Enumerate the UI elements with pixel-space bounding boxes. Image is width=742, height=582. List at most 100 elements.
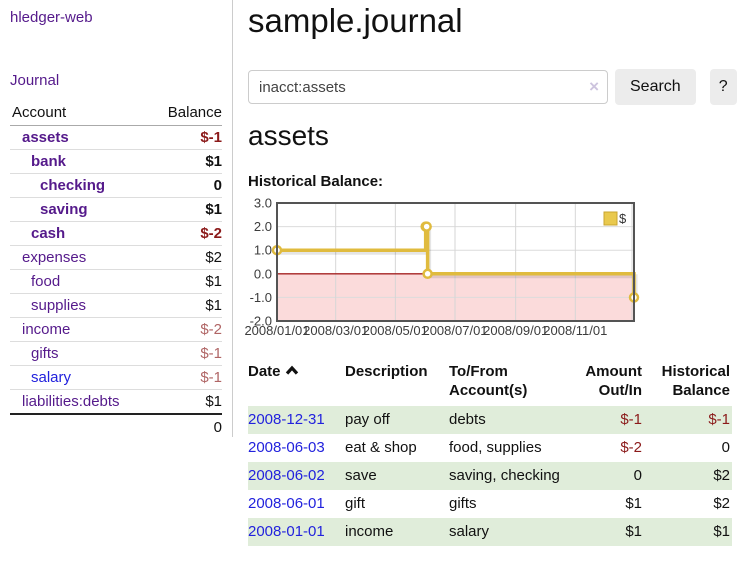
plot-border [276,202,635,322]
x-tick-label: 2008/01/01 [244,323,309,338]
accounts-table-header: Account Balance [10,101,222,126]
amount-cell: $1 [625,495,642,512]
x-tick-label: 2008/09/01 [483,323,548,338]
sort-ascending-icon [285,362,299,381]
accounts-cell: debts [449,411,486,428]
amount-column-header: Amount Out/In [585,363,642,399]
chart-svg: $3.0 2.0 1.0 0.0 -1.0 -2.02008/01/012008/03/0… [244,196,640,338]
date-link[interactable]: 2008-06-01 [248,495,325,512]
search-input[interactable] [248,70,608,104]
date-link[interactable]: 2008-12-31 [248,411,325,428]
description-cell: eat & shop [345,439,417,456]
table-row: 2008-12-31 pay off debts $-1 $-1 [248,406,732,434]
accounts-cell: gifts [449,495,477,512]
sidebar-item-checking[interactable]: checking [40,177,106,194]
sidebar-item-saving[interactable]: saving [40,201,88,218]
account-row: expenses $2 [10,245,222,270]
account-balance: $-1 [200,345,222,362]
help-button[interactable]: ? [709,69,737,105]
description-cell: income [345,523,394,540]
account-row: income $-2 [10,317,222,342]
account-row: saving $1 [10,197,222,222]
y-tick-label: 3.0 [254,197,272,211]
table-row: 2008-06-01 gift gifts $1 $2 [248,490,732,518]
y-tick-label: -2.0 [250,314,272,329]
account-balance: $-2 [200,321,222,338]
legend-swatch [603,211,618,226]
amount-cell: 0 [633,467,642,484]
y-tick-label: 2.0 [254,219,272,234]
account-balance: $1 [205,393,222,410]
amount-cell: $-2 [620,439,642,456]
sidebar-item-food[interactable]: food [31,273,61,290]
date-link[interactable]: 2008-01-01 [248,523,325,540]
date-column-header[interactable]: Date [248,360,345,406]
brand-link[interactable]: hledger-web [10,9,93,26]
x-tick-label: 2008/05/01 [363,323,428,338]
data-point-marker [421,221,432,232]
account-row: food $1 [10,269,222,294]
account-balance: 0 [213,177,222,194]
account-row: salary $-1 [10,365,222,390]
description-column-header: Description [345,363,428,380]
table-row: 2008-06-03 eat & shop food, supplies $-2 0 [248,434,732,462]
account-row: assets $-1 [10,126,222,150]
sidebar-divider [232,0,233,437]
x-tick-label: 2008/03/01 [303,323,368,338]
chart-title: Historical Balance: [248,173,384,190]
account-balance: $1 [205,201,222,218]
account-row: supplies $1 [10,293,222,318]
x-tick-label: 2008/11/01 [543,323,607,338]
x-tick-label: 2008/07/01 [422,323,487,338]
total-balance: 0 [213,419,222,436]
balance-cell: 0 [721,439,730,456]
sidebar-item-income[interactable]: income [22,321,71,338]
table-row: 2008-01-01 income salary $1 $1 [248,518,732,546]
search-button[interactable]: Search [615,69,696,105]
sidebar-item-bank[interactable]: bank [31,153,67,170]
sidebar-item-gifts[interactable]: gifts [31,345,59,362]
account-balance: $2 [205,249,222,266]
page-title: sample.journal [248,2,463,39]
account-heading: assets [248,120,329,151]
balance-cell: $2 [713,467,730,484]
data-point-marker [422,268,433,280]
y-tick-label: -1.0 [250,290,272,305]
accounts-column-header: To/From Account(s) [449,363,528,399]
sidebar-item-supplies[interactable]: supplies [31,297,87,314]
sidebar-item-cash[interactable]: cash [31,225,66,242]
date-link[interactable]: 2008-06-02 [248,467,325,484]
balance-cell: $1 [713,523,730,540]
date-link[interactable]: 2008-06-03 [248,439,325,456]
total-row: 0 [10,414,222,439]
account-column-header: Account [10,101,151,126]
accounts-cell: food, supplies [449,439,542,456]
accounts-table: Account Balance assets $-1 bank $1 checking 0… [10,101,222,439]
description-cell: save [345,467,377,484]
amount-cell: $-1 [620,411,642,428]
historical-balance-chart[interactable]: $3.0 2.0 1.0 0.0 -1.0 -2.0 2008/01/01 2008/03/0… [240,196,742,345]
balance-cell: $2 [713,495,730,512]
y-tick-label: 0.0 [254,266,272,281]
account-row: bank $1 [10,149,222,174]
sidebar-item-journal[interactable]: Journal [10,72,60,89]
search-box: × [248,70,608,104]
sidebar-item-assets[interactable]: assets [22,129,69,146]
accounts-cell: saving, checking [449,467,560,484]
register-header-row: Date Description To/From Account(s) Amou… [248,360,732,406]
balance-column-header-register: Historical Balance [661,363,730,399]
account-balance: $1 [205,153,222,170]
account-balance: $-2 [200,225,222,242]
account-balance: $1 [205,273,222,290]
account-row: gifts $-1 [10,341,222,366]
account-row: liabilities:debts $1 [10,389,222,415]
account-row: checking 0 [10,173,222,198]
account-row: cash $-2 [10,221,222,246]
clear-search-icon[interactable]: × [589,77,599,96]
sidebar-item-expenses[interactable]: expenses [22,249,87,266]
search-form: × Search ? [248,69,737,105]
sidebar-item-liabilities-debts[interactable]: liabilities:debts [22,393,120,410]
sidebar-item-salary[interactable]: salary [31,369,72,386]
table-row: 2008-06-02 save saving, checking 0 $2 [248,462,732,490]
